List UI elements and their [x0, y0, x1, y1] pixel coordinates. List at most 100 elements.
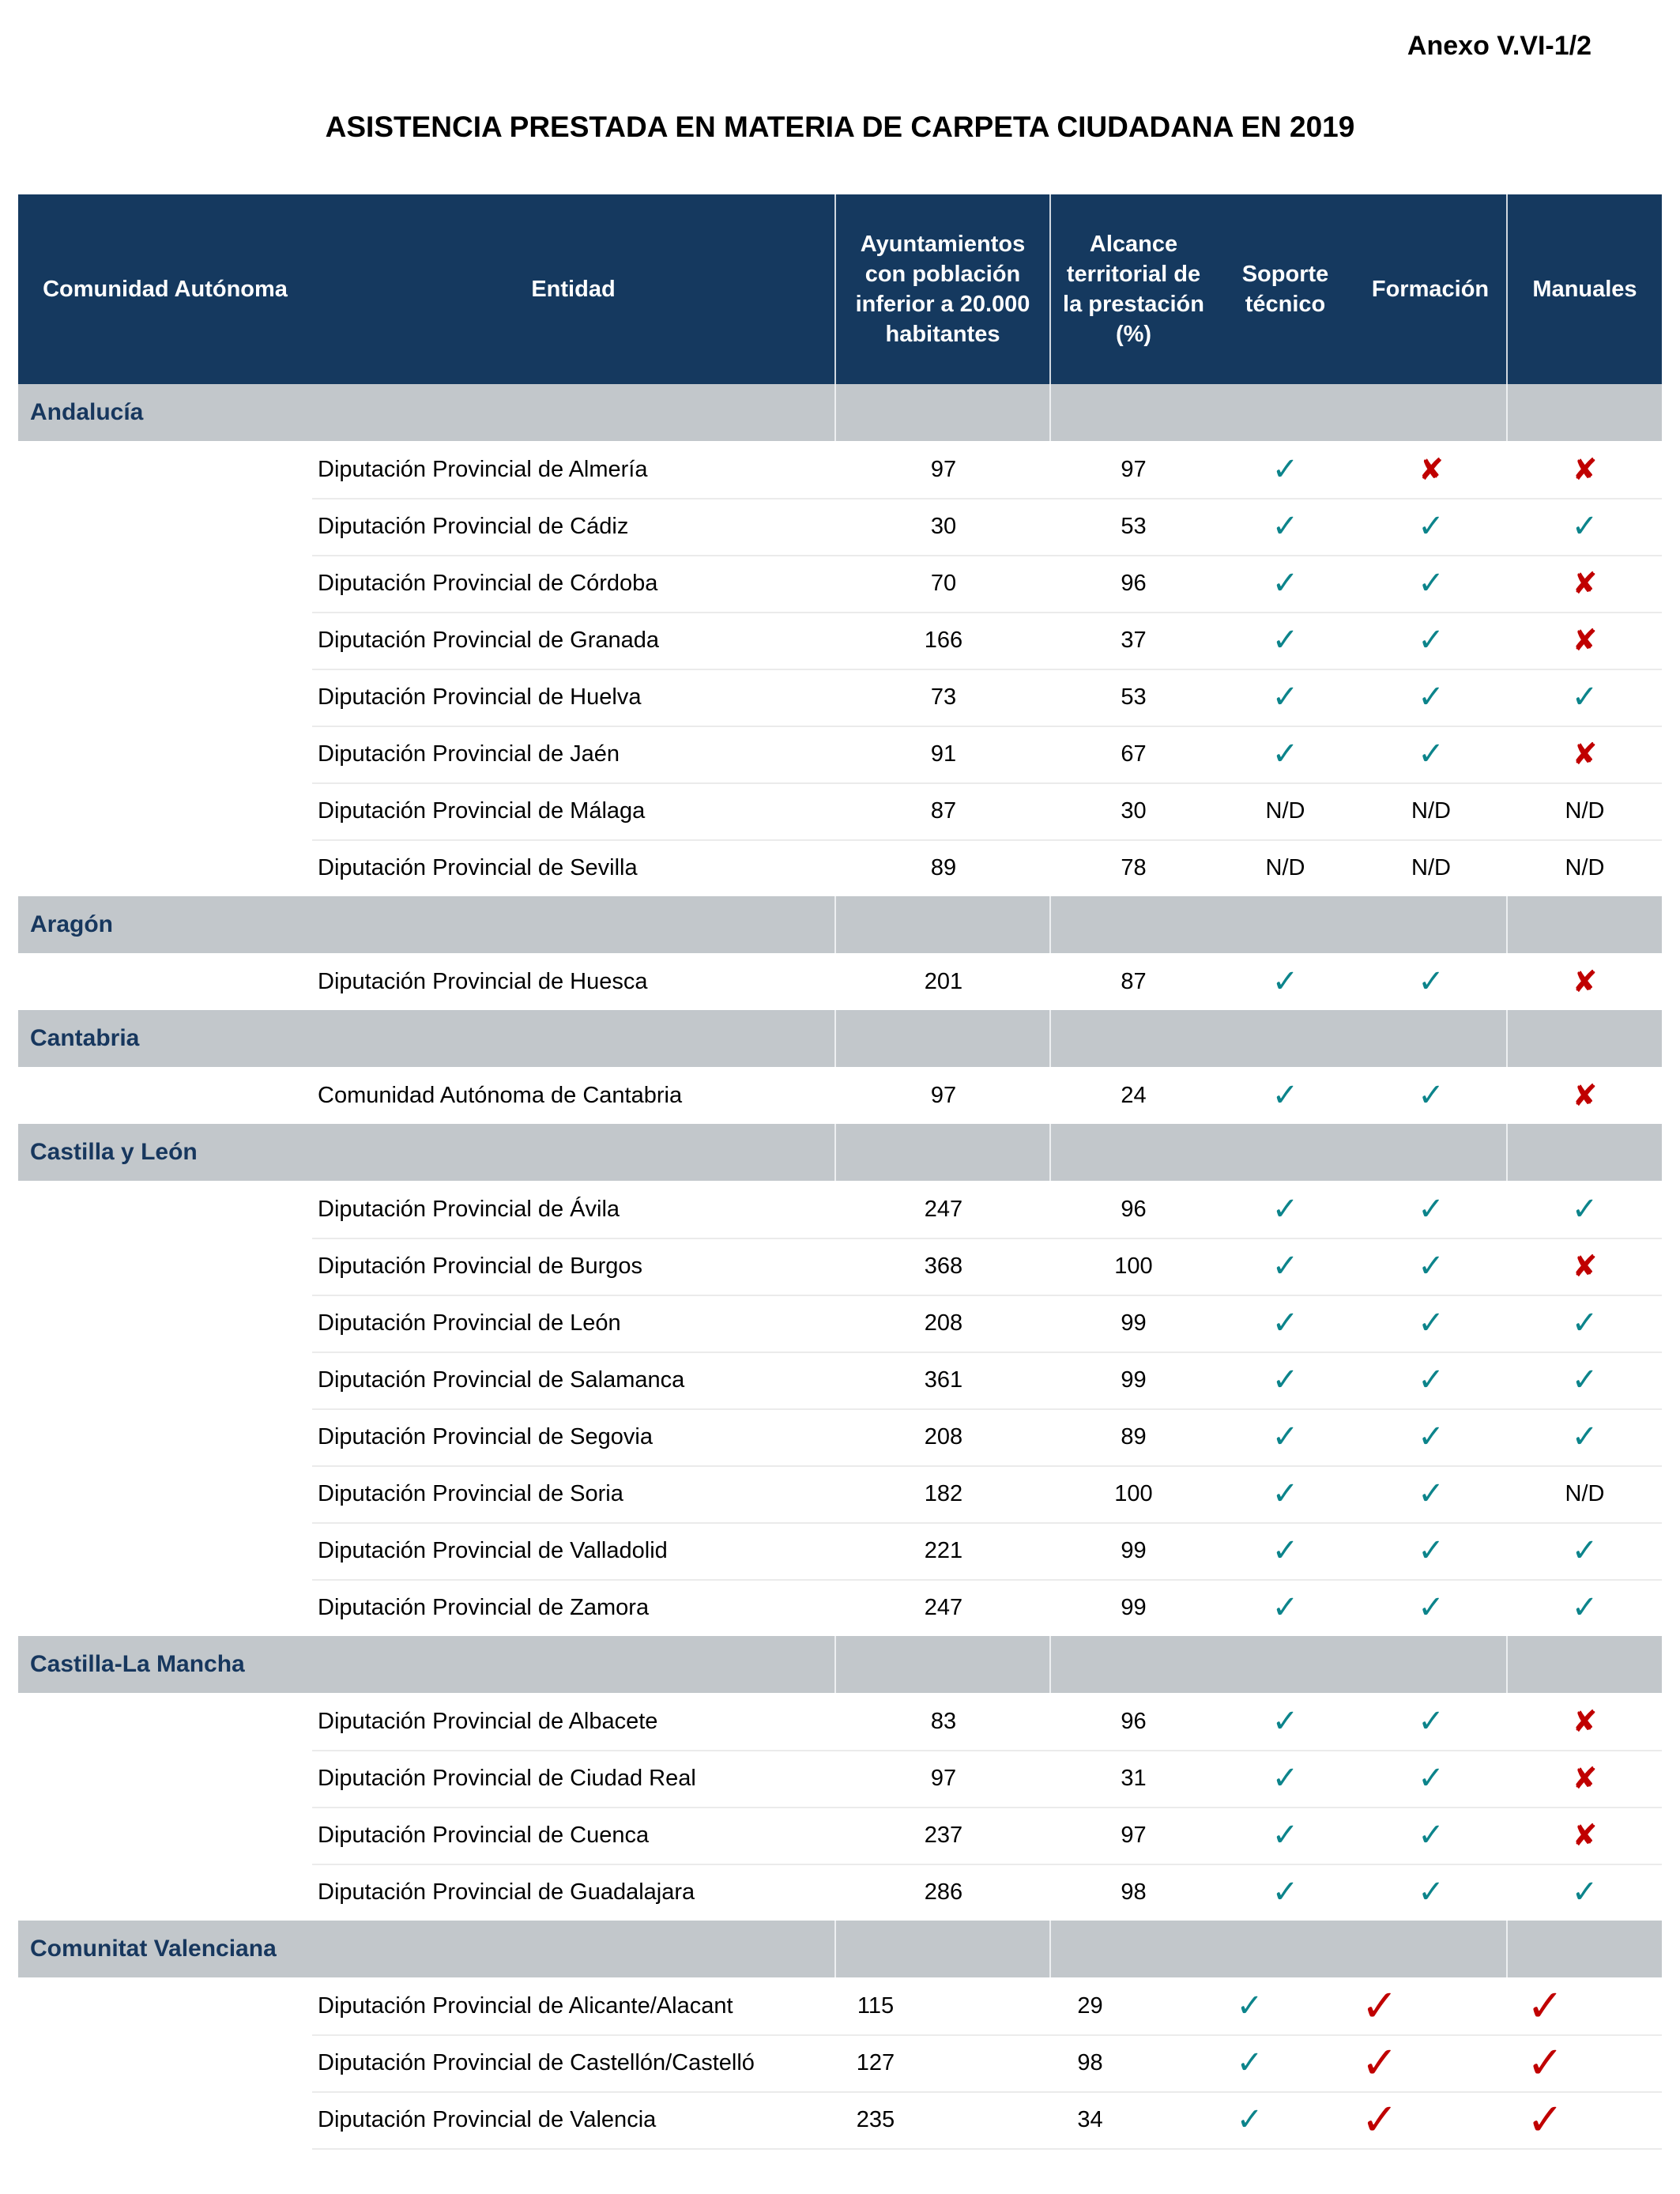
soporte-check-icon: ✓	[1271, 1248, 1299, 1284]
formacion-cross-icon: ✘	[1418, 452, 1444, 487]
ayuntamientos-value: 30	[930, 513, 957, 539]
soporte-check-icon: ✓	[1271, 622, 1299, 658]
manuales-cross-icon: ✘	[1572, 1761, 1598, 1796]
region-band-row: Cantabria	[18, 1010, 1662, 1067]
soporte-check-icon: ✓	[1271, 565, 1299, 601]
entity-row: Diputación Provincial de Burgos 368 100 ✓ ✓ ✘	[18, 1238, 1662, 1295]
region-band-cell	[1216, 1636, 1354, 1693]
entity-row: Diputación Provincial de Castellón/Caste…	[18, 2034, 1662, 2091]
alcance-value: 97	[1121, 1822, 1147, 1848]
formacion-check-icon: ✓	[1418, 1532, 1445, 1569]
region-band-cell	[312, 1010, 836, 1067]
region-band-cell	[312, 384, 836, 441]
region-cell	[18, 555, 312, 612]
soporte-check-icon: ✓	[1271, 508, 1299, 545]
region-band-cell	[312, 1921, 836, 1977]
soporte-check-icon: ✓	[1271, 1703, 1299, 1740]
formacion-check-icon: ✓	[1418, 565, 1445, 601]
region-band-cell	[1508, 1124, 1662, 1181]
alcance-value: 100	[1114, 1480, 1153, 1506]
entity-row: Diputación Provincial de Granada 166 37 ✓ ✓ ✘	[18, 612, 1662, 669]
ayuntamientos-value: 208	[924, 1423, 963, 1449]
entity-row: Diputación Provincial de Jaén 91 67 ✓ ✓ ✘	[18, 726, 1662, 782]
region-label: Aragón	[30, 911, 113, 937]
soporte-check-icon: ✓	[1236, 2045, 1264, 2081]
ayuntamientos-value: 361	[924, 1367, 963, 1393]
entity-name: Diputación Provincial de Córdoba	[318, 570, 658, 596]
entity-row: Diputación Provincial de Sevilla 89 78 N/D N…	[18, 839, 1662, 896]
region-band-cell	[1051, 1124, 1216, 1181]
entity-row: Diputación Provincial de Segovia 208 89 ✓ ✓ ✓	[18, 1408, 1662, 1465]
manuales-cross-icon: ✘	[1572, 1704, 1598, 1739]
region-band-cell	[1354, 1636, 1508, 1693]
region-band-row: Castilla-La Mancha	[18, 1636, 1662, 1693]
region-label: Andalucía	[30, 399, 144, 425]
region-cell	[18, 1750, 312, 1807]
entity-name: Diputación Provincial de Guadalajara	[318, 1879, 695, 1905]
region-cell	[18, 1522, 312, 1579]
formacion-check-icon: ✓	[1418, 508, 1445, 545]
alcance-value: 96	[1121, 1708, 1147, 1734]
manuales-check-icon: ✓	[1571, 1589, 1599, 1626]
formacion-check-icon: ✓	[1418, 1589, 1445, 1626]
entity-name: Diputación Provincial de Castellón/Caste…	[318, 2049, 755, 2075]
region-label: Cantabria	[30, 1025, 140, 1051]
entity-row: Diputación Provincial de Cuenca 237 97 ✓ ✓ ✘	[18, 1807, 1662, 1864]
entity-row: Diputación Provincial de Valencia 235 34 ✓ ✓…	[18, 2091, 1662, 2148]
region-cell	[18, 498, 312, 555]
alcance-value: 99	[1121, 1537, 1147, 1563]
entity-row: Diputación Provincial de Ávila 247 96 ✓ ✓ ✓	[18, 1181, 1662, 1238]
alcance-value: 99	[1121, 1594, 1147, 1620]
ayuntamientos-value: 286	[924, 1879, 963, 1905]
entity-row: Diputación Provincial de Salamanca 361 99 ✓…	[18, 1351, 1662, 1408]
ayuntamientos-value: 235	[856, 2106, 895, 2132]
alcance-value: 97	[1121, 456, 1147, 482]
entity-name: Diputación Provincial de Valladolid	[318, 1537, 668, 1563]
entity-name: Diputación Provincial de Jaén	[318, 741, 620, 767]
formacion-red-check-icon: ✓	[1361, 2094, 1399, 2146]
entity-name: Diputación Provincial de Cádiz	[318, 513, 629, 539]
ayuntamientos-value: 127	[856, 2049, 895, 2075]
entity-name: Diputación Provincial de Sevilla	[318, 854, 638, 880]
manuales-check-icon: ✓	[1571, 1419, 1599, 1455]
region-band-cell	[1508, 1636, 1662, 1693]
entity-name: Diputación Provincial de Valencia	[318, 2106, 657, 2132]
entity-row: Diputación Provincial de León 208 99 ✓ ✓ ✓	[18, 1295, 1662, 1351]
column-header-alcance: Alcance territorial de la prestación (%)	[1063, 232, 1204, 347]
ayuntamientos-value: 237	[924, 1822, 963, 1848]
formacion-check-icon: ✓	[1418, 1248, 1445, 1284]
ayuntamientos-value: 166	[924, 627, 963, 653]
entity-name: Diputación Provincial de Alicante/Alacan…	[318, 1992, 733, 2019]
manuales-cross-icon: ✘	[1572, 623, 1598, 658]
region-band-row: Comunitat Valenciana	[18, 1921, 1662, 1977]
formacion-check-icon: ✓	[1418, 679, 1445, 715]
ayuntamientos-value: 368	[924, 1253, 963, 1279]
formacion-check-icon: ✓	[1418, 963, 1445, 1000]
region-band-cell	[1216, 1921, 1354, 1977]
ayuntamientos-value: 70	[930, 570, 957, 596]
region-cell	[18, 953, 312, 1010]
soporte-check-icon: ✓	[1271, 1419, 1299, 1455]
entity-row: Diputación Provincial de Málaga 87 30 N/D N/…	[18, 782, 1662, 839]
region-cell	[18, 1864, 312, 1921]
manuales-check-icon: ✓	[1571, 1191, 1599, 1227]
alcance-value: 29	[1077, 1992, 1103, 2019]
alcance-value: 67	[1121, 741, 1147, 767]
region-cell	[18, 726, 312, 782]
ayuntamientos-value: 97	[930, 1765, 957, 1791]
region-band-cell	[1354, 1124, 1508, 1181]
soporte-nd-value: N/D	[1265, 854, 1305, 880]
region-band-cell	[1051, 1636, 1216, 1693]
region-cell	[18, 1351, 312, 1408]
region-cell	[18, 1295, 312, 1351]
region-cell	[18, 1067, 312, 1124]
ayuntamientos-value: 221	[924, 1537, 963, 1563]
region-band-row: Aragón	[18, 896, 1662, 953]
region-band-cell	[836, 1636, 1051, 1693]
ayuntamientos-value: 115	[857, 1992, 895, 2019]
ayuntamientos-value: 73	[930, 684, 957, 710]
manuales-nd-value: N/D	[1565, 1480, 1605, 1506]
entity-row: Diputación Provincial de Almería 97 97 ✓ ✘ ✘	[18, 441, 1662, 498]
region-cell	[18, 2091, 312, 2148]
entity-row: Diputación Provincial de Zamora 247 99 ✓ ✓ ✓	[18, 1579, 1662, 1636]
